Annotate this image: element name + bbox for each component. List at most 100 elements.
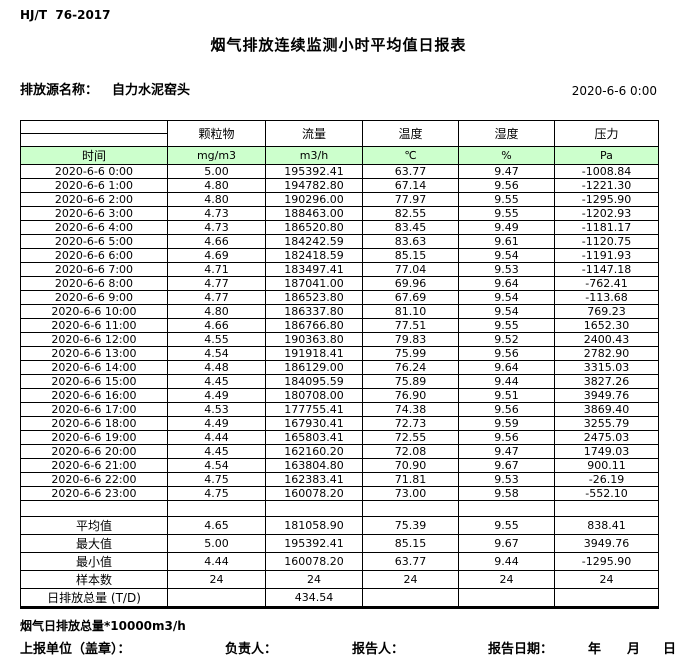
hourly-data-row: 2020-6-6 18:00 4.49 167930.41 72.73 9.59 3255… [20,416,659,431]
report-unit-label: 上报单位（盖章）： [20,642,131,657]
time-cell: 2020-6-6 6:00 [20,248,168,263]
time-cell: 2020-6-6 13:00 [20,346,168,361]
unit-humidity: % [458,146,555,165]
time-cell: 2020-6-6 3:00 [20,206,168,221]
summary-label-cell: 样本数 [20,570,168,589]
value-cell: 9.56 [458,402,555,417]
header-blank-bottom [20,133,168,147]
time-cell: 2020-6-6 8:00 [20,276,168,291]
value-cell: 63.77 [362,164,459,179]
unit-flow: m3/h [265,146,363,165]
value-cell: 24 [554,570,659,589]
hourly-data-row: 2020-6-6 7:00 4.71 183497.41 77.04 9.53 -1147… [20,262,659,277]
report-subheader: 排放源名称： 自力水泥窑头 2020-6-6 0:00 [20,79,657,98]
value-cell: 4.77 [167,290,266,305]
table-body: 2020-6-6 0:00 5.00 195392.41 63.77 9.47 -1008… [20,164,659,608]
time-cell: 2020-6-6 21:00 [20,458,168,473]
value-cell: 4.48 [167,360,266,375]
year-label: 年 [588,642,602,657]
time-cell: 2020-6-6 12:00 [20,332,168,347]
time-cell: 2020-6-6 2:00 [20,192,168,207]
value-cell: 9.56 [458,178,555,193]
col-header-flow: 流量 [265,120,363,147]
value-cell: 72.55 [362,430,459,445]
total-emission-note: 烟气日排放总量*10000m3/h [20,619,186,633]
value-cell: -1202.93 [554,206,659,221]
value-cell: 187041.00 [265,276,363,291]
report-footer: 烟气日排放总量*10000m3/h 上报单位（盖章）： 负责人： 报告人： 报告… [20,617,677,657]
value-cell: 2475.03 [554,430,659,445]
value-cell: 75.39 [362,516,459,535]
value-cell: -762.41 [554,276,659,291]
value-cell: 838.41 [554,516,659,535]
hourly-data-row: 2020-6-6 15:00 4.45 184095.59 75.89 9.44 3827… [20,374,659,389]
value-cell: 9.49 [458,220,555,235]
value-cell: 79.83 [362,332,459,347]
value-cell: 24 [167,570,266,589]
value-cell: 85.15 [362,534,459,553]
value-cell: 9.55 [458,318,555,333]
value-cell: 4.44 [167,430,266,445]
summary-label-cell: 平均值 [20,516,168,535]
value-cell: 75.99 [362,346,459,361]
value-cell: 4.66 [167,318,266,333]
header-row-units: 时间 mg/m3 m3/h ℃ % Pa [20,146,659,165]
value-cell: 160078.20 [265,552,363,571]
hourly-data-row: 2020-6-6 21:00 4.54 163804.80 70.90 9.67 900.… [20,458,659,473]
value-cell: 3949.76 [554,534,659,553]
unit-particulate: mg/m3 [167,146,266,165]
value-cell: 4.54 [167,458,266,473]
value-cell: 3827.26 [554,374,659,389]
value-cell: 190296.00 [265,192,363,207]
value-cell: 77.04 [362,262,459,277]
value-cell: -113.68 [554,290,659,305]
value-cell: 4.73 [167,220,266,235]
hourly-data-row: 2020-6-6 8:00 4.77 187041.00 69.96 9.64 -762.… [20,276,659,291]
value-cell: -1181.17 [554,220,659,235]
value-cell: 4.75 [167,486,266,501]
value-cell: -26.19 [554,472,659,487]
header-blank-top [20,120,168,134]
value-cell: 165803.41 [265,430,363,445]
time-cell: 2020-6-6 22:00 [20,472,168,487]
value-cell: 177755.41 [265,402,363,417]
hourly-data-row: 2020-6-6 23:00 4.75 160078.20 73.00 9.58 -552… [20,486,659,501]
value-cell: 1652.30 [554,318,659,333]
value-cell: 77.97 [362,192,459,207]
value-cell: 5.00 [167,534,266,553]
value-cell: 2400.43 [554,332,659,347]
value-cell: 72.73 [362,416,459,431]
value-cell: 167930.41 [265,416,363,431]
col-header-humidity: 湿度 [458,120,555,147]
value-cell: 186766.80 [265,318,363,333]
value-cell: -1147.18 [554,262,659,277]
value-cell: 163804.80 [265,458,363,473]
value-cell: 4.45 [167,374,266,389]
header-row-names: 颗粒物 流量 温度 湿度 压力 [20,120,659,147]
value-cell: 9.56 [458,346,555,361]
hourly-data-row: 2020-6-6 5:00 4.66 184242.59 83.63 9.61 -1120… [20,234,659,249]
value-cell: 9.47 [458,164,555,179]
time-cell: 2020-6-6 9:00 [20,290,168,305]
value-cell: 194782.80 [265,178,363,193]
value-cell: 77.51 [362,318,459,333]
col-header-particulate: 颗粒物 [167,120,266,147]
value-cell: 9.64 [458,276,555,291]
value-cell: 67.14 [362,178,459,193]
value-cell: 9.44 [458,374,555,389]
value-cell: 9.52 [458,332,555,347]
value-cell: 162160.20 [265,444,363,459]
time-cell: 2020-6-6 10:00 [20,304,168,319]
value-cell: 900.11 [554,458,659,473]
time-cell: 2020-6-6 14:00 [20,360,168,375]
summary-row: 最小值 4.44 160078.20 63.77 9.44 -1295.90 [20,552,659,571]
value-cell: 186129.00 [265,360,363,375]
time-cell: 2020-6-6 18:00 [20,416,168,431]
value-cell: 9.55 [458,516,555,535]
report-datetime: 2020-6-6 0:00 [571,84,657,98]
time-cell: 2020-6-6 1:00 [20,178,168,193]
value-cell: -1008.84 [554,164,659,179]
time-cell: 2020-6-6 4:00 [20,220,168,235]
summary-label-cell: 最小值 [20,552,168,571]
value-cell: 188463.00 [265,206,363,221]
